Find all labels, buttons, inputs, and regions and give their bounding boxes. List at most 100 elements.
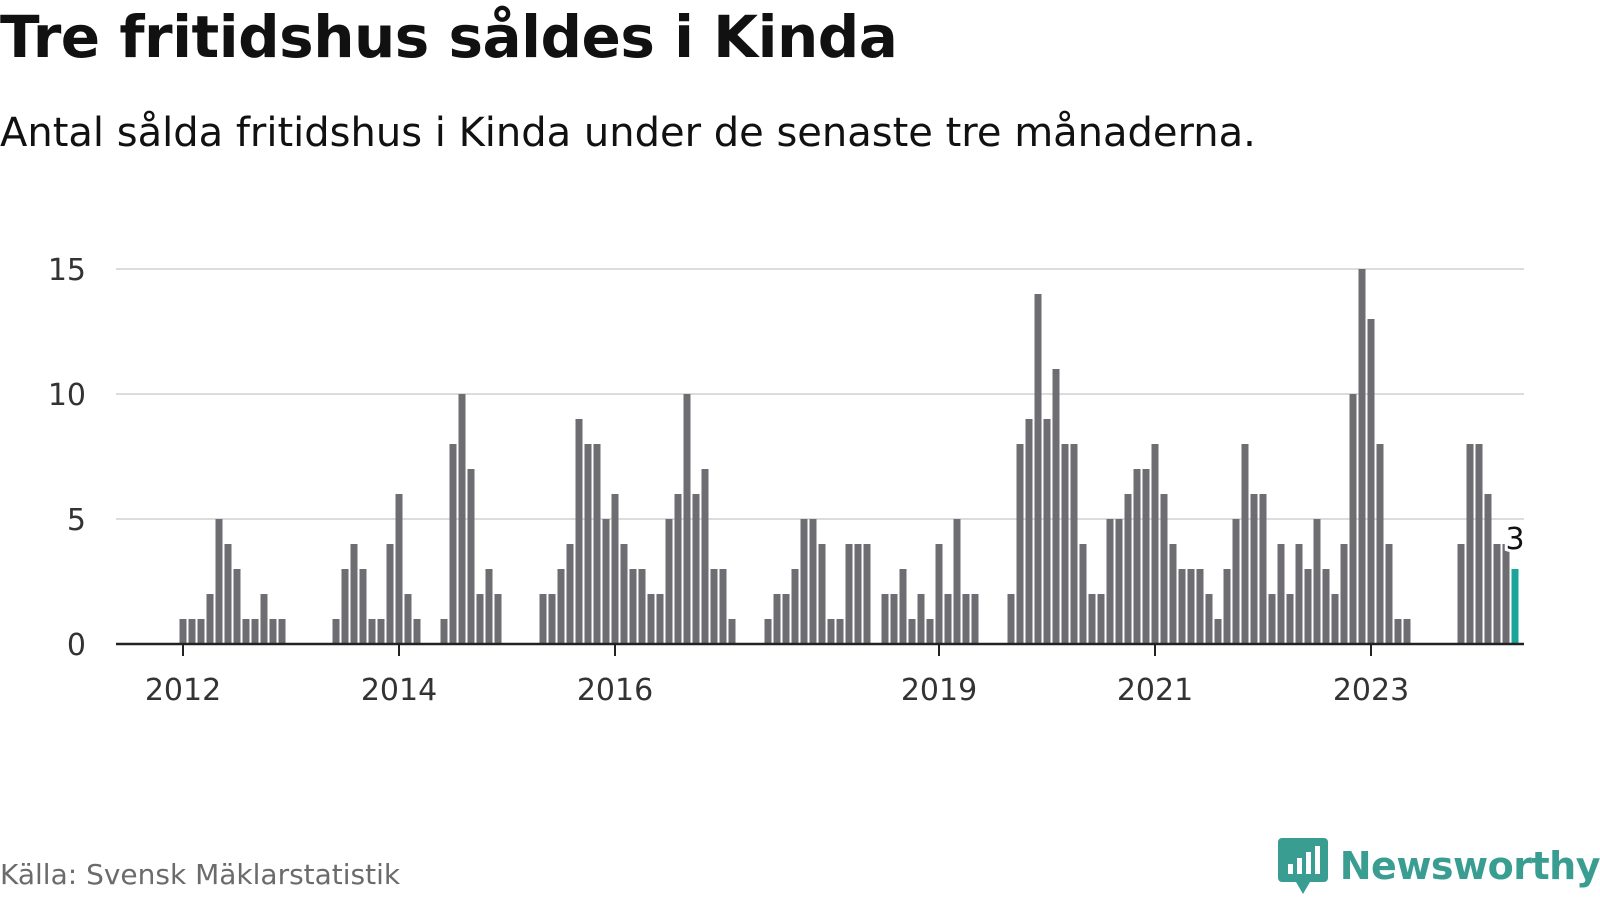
bar <box>1241 444 1249 644</box>
bar <box>719 569 727 644</box>
source-note: Källa: Svensk Mäklarstatistik <box>0 858 401 891</box>
bar <box>764 619 772 644</box>
bar <box>1466 444 1474 644</box>
x-tick-label: 2023 <box>1333 673 1409 708</box>
bar <box>1403 619 1411 644</box>
bar <box>1214 619 1222 644</box>
bar <box>1178 569 1186 644</box>
bar <box>665 519 673 644</box>
bar <box>269 619 277 644</box>
bar <box>467 469 475 644</box>
bar <box>557 569 565 644</box>
bar <box>476 594 484 644</box>
brand-name: Newsworthy <box>1339 844 1600 888</box>
bar <box>539 594 547 644</box>
bar <box>881 594 889 644</box>
bar <box>368 619 376 644</box>
bar <box>701 469 709 644</box>
bar <box>278 619 286 644</box>
bar <box>359 569 367 644</box>
bar <box>1133 469 1141 644</box>
bar <box>656 594 664 644</box>
bar <box>782 594 790 644</box>
y-tick-label: 0 <box>67 628 86 663</box>
bar <box>1502 544 1510 644</box>
bar <box>494 594 502 644</box>
bar <box>1052 369 1060 644</box>
bar <box>332 619 340 644</box>
bar <box>620 544 628 644</box>
bar <box>1142 469 1150 644</box>
bar <box>413 619 421 644</box>
bar <box>638 569 646 644</box>
bar <box>485 569 493 644</box>
bar <box>1043 419 1051 644</box>
bar <box>1322 569 1330 644</box>
bar <box>890 594 898 644</box>
brand-logo: Newsworthy <box>1277 838 1600 894</box>
bar <box>1358 269 1366 644</box>
bar <box>386 544 394 644</box>
bar <box>683 394 691 644</box>
bar <box>341 569 349 644</box>
x-tick-label: 2021 <box>1117 673 1193 708</box>
bar <box>1232 519 1240 644</box>
x-tick-label: 2012 <box>145 673 221 708</box>
bar <box>1304 569 1312 644</box>
bar <box>404 594 412 644</box>
bar <box>1169 544 1177 644</box>
bar <box>1079 544 1087 644</box>
bar <box>710 569 718 644</box>
bar <box>1034 294 1042 644</box>
y-tick-label: 5 <box>67 503 86 538</box>
bar <box>584 444 592 644</box>
bar <box>935 544 943 644</box>
bar <box>1313 519 1321 644</box>
bar <box>188 619 196 644</box>
bar <box>854 544 862 644</box>
bar <box>944 594 952 644</box>
bar <box>242 619 250 644</box>
bar <box>1367 319 1375 644</box>
bar <box>215 519 223 644</box>
bar-chart: 0 5 10 15 2012 2014 2016 2019 2021 2023 3 <box>47 253 1528 708</box>
bar <box>1124 494 1132 644</box>
bar <box>1250 494 1258 644</box>
bar <box>971 594 979 644</box>
bar <box>593 444 601 644</box>
bar <box>1205 594 1213 644</box>
bar <box>1097 594 1105 644</box>
bar <box>836 619 844 644</box>
bar <box>224 544 232 644</box>
bar <box>1106 519 1114 644</box>
bar <box>1340 544 1348 644</box>
bar <box>647 594 655 644</box>
bar <box>377 619 385 644</box>
bar <box>1259 494 1267 644</box>
y-tick-label: 15 <box>48 253 86 288</box>
bar <box>449 444 457 644</box>
bar <box>800 519 808 644</box>
bar <box>953 519 961 644</box>
bar <box>602 519 610 644</box>
bar <box>1196 569 1204 644</box>
axes <box>116 642 1524 656</box>
bar <box>1070 444 1078 644</box>
chart-subtitle: Antal sålda fritidshus i Kinda under de … <box>0 110 1256 156</box>
bar <box>611 494 619 644</box>
bars <box>179 269 1519 644</box>
bar <box>917 594 925 644</box>
bar <box>1349 394 1357 644</box>
bar <box>206 594 214 644</box>
bar <box>791 569 799 644</box>
bar <box>1016 444 1024 644</box>
y-tick-label: 10 <box>48 378 86 413</box>
x-tick-label: 2016 <box>577 673 653 708</box>
bar <box>1223 569 1231 644</box>
bar <box>458 394 466 644</box>
bar-latest <box>1511 569 1519 644</box>
bar <box>1160 494 1168 644</box>
labels: 0 5 10 15 2012 2014 2016 2019 2021 2023 3 <box>48 253 1528 708</box>
bar <box>827 619 835 644</box>
bar <box>1331 594 1339 644</box>
